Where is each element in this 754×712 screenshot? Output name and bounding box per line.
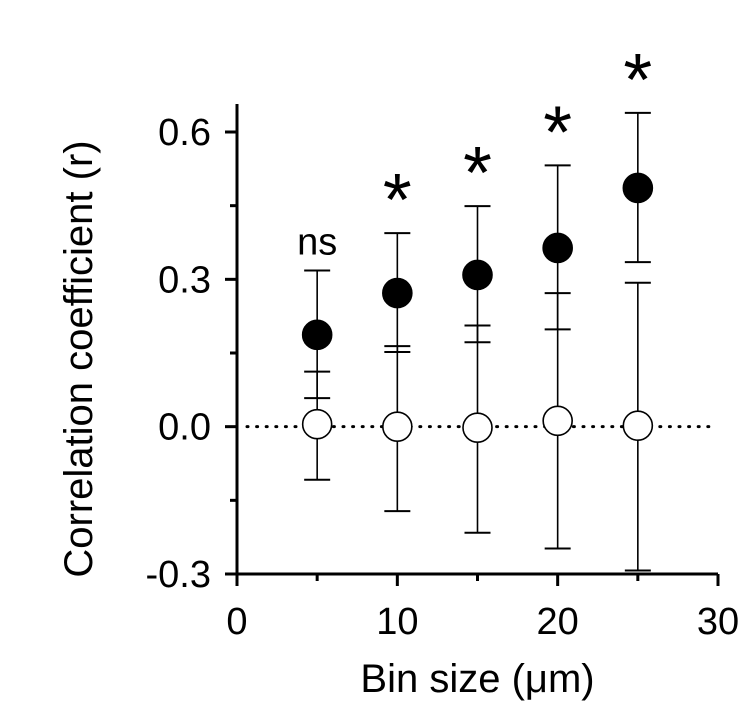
filled-data-point	[462, 259, 493, 291]
open-data-point	[301, 408, 333, 440]
filled-data-point	[542, 232, 573, 264]
x-tick-label: 30	[697, 601, 739, 643]
x-tick-label: 20	[537, 601, 579, 643]
filled-data-point	[382, 277, 413, 309]
y-tick-label: 0.6	[158, 112, 211, 154]
significance-annotations: ns * * * *	[297, 38, 652, 264]
open-data-point	[542, 405, 573, 437]
ticks: -0.3 0.0 0.3 0.6 0 10 20 30	[146, 112, 740, 643]
x-tick-label: 10	[376, 601, 418, 643]
open-data-point	[462, 412, 493, 443]
significance-ns-label: ns	[297, 221, 337, 263]
open-data-point	[382, 411, 413, 442]
y-tick-label: -0.3	[146, 554, 211, 596]
y-tick-label: 0.0	[158, 407, 211, 449]
x-axis-title: Bin size (μm)	[360, 657, 594, 701]
filled-data-point	[622, 172, 654, 204]
data-points	[301, 172, 654, 443]
y-axis-title: Correlation coefficient (r)	[57, 140, 101, 577]
filled-data-point	[301, 319, 333, 351]
open-data-point	[622, 410, 654, 441]
significance-star: *	[623, 38, 652, 121]
significance-star: *	[543, 90, 572, 173]
significance-star: *	[383, 158, 412, 241]
y-tick-label: 0.3	[158, 259, 211, 301]
x-tick-label: 0	[226, 601, 247, 643]
significance-star: *	[463, 131, 492, 214]
